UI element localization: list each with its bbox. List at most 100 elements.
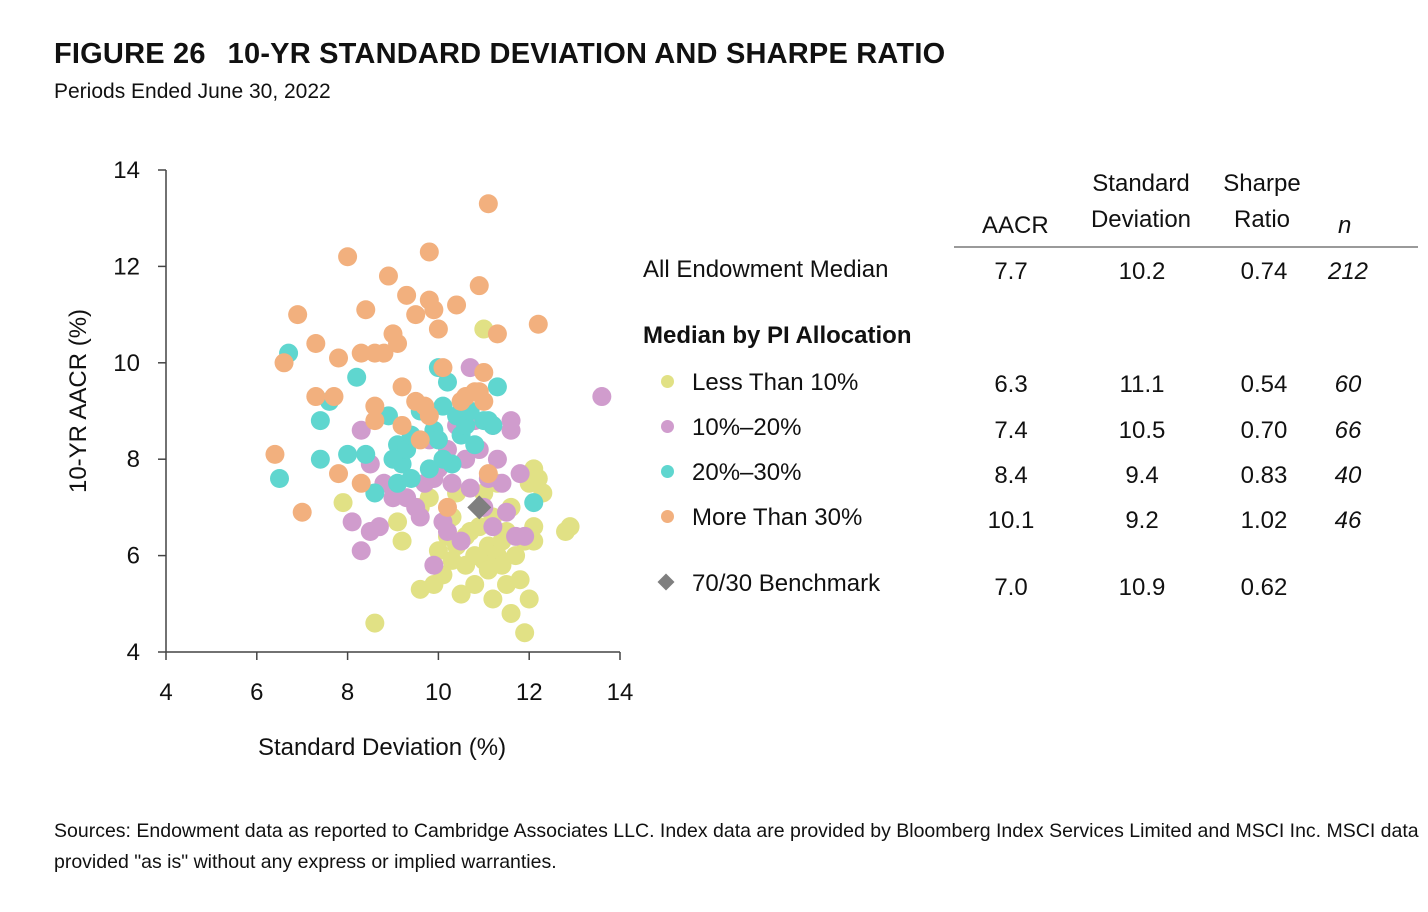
legend-dot-icon bbox=[661, 510, 674, 524]
scatter-point-series-2 bbox=[397, 440, 417, 460]
scatter-point-series-1 bbox=[501, 411, 521, 431]
all-median-std: 10.2 bbox=[1118, 258, 1166, 285]
legend-label: More Than 30% bbox=[692, 504, 863, 531]
row-aacr: 10.1 bbox=[987, 507, 1035, 534]
scatter-point-series-2 bbox=[437, 372, 457, 392]
scatter-point-series-3 bbox=[288, 305, 308, 325]
scatter-point-series-1 bbox=[342, 512, 362, 532]
all-median-n: 212 bbox=[1327, 258, 1369, 285]
x-axis-title: Standard Deviation (%) bbox=[258, 734, 506, 761]
sources-note: Sources: Endowment data as reported to C… bbox=[54, 820, 1419, 873]
scatter-point-series-1 bbox=[383, 488, 403, 508]
benchmark-sharpe: 0.62 bbox=[1240, 574, 1288, 601]
scatter-point-series-1 bbox=[492, 473, 512, 493]
scatter-point-series-3 bbox=[406, 305, 426, 325]
row-std: 9.2 bbox=[1125, 507, 1159, 534]
scatter-point-series-3 bbox=[365, 396, 385, 416]
legend-row-less-than-10: Less Than 10% bbox=[661, 369, 858, 397]
scatter-chart: 4 6 8 10 12 14 4 6 8 10 12 14 Standard Deviation (%)… bbox=[65, 157, 634, 761]
scatter-point-series-0 bbox=[560, 517, 580, 537]
scatter-point-series-3 bbox=[469, 276, 489, 296]
scatter-point-series-0 bbox=[506, 546, 526, 566]
row-n: 40 bbox=[1334, 462, 1362, 489]
x-tick-label: 10 bbox=[425, 679, 452, 706]
legend-label: Less Than 10% bbox=[692, 369, 859, 396]
scatter-point-series-1 bbox=[515, 526, 535, 546]
scatter-point-series-1 bbox=[510, 464, 530, 484]
scatter-point-series-3 bbox=[324, 387, 344, 407]
x-tick-label: 12 bbox=[516, 679, 543, 706]
scatter-point-series-0 bbox=[483, 589, 503, 609]
scatter-point-series-3 bbox=[306, 387, 326, 407]
row-std: 9.4 bbox=[1125, 462, 1159, 489]
y-axis-title: 10-YR AACR (%) bbox=[65, 309, 92, 493]
row-aacr: 6.3 bbox=[994, 371, 1028, 398]
scatter-point-series-3 bbox=[451, 391, 471, 411]
x-tick-label: 14 bbox=[607, 679, 634, 706]
figure-title: FIGURE 26 10-YR STANDARD DEVIATION AND SH… bbox=[54, 38, 945, 71]
scatter-point-series-0 bbox=[510, 570, 530, 590]
scatter-point-series-1 bbox=[592, 387, 612, 407]
scatter-point-series-1 bbox=[442, 473, 462, 493]
legend-dot-icon bbox=[661, 375, 674, 389]
scatter-point-series-0 bbox=[365, 613, 385, 633]
scatter-point-series-3 bbox=[397, 285, 417, 305]
x-tick-label: 4 bbox=[159, 679, 172, 706]
benchmark-diamond-icon bbox=[657, 573, 675, 591]
scatter-point-series-0 bbox=[333, 493, 353, 513]
x-tick-label: 8 bbox=[341, 679, 354, 706]
header-aacr: AACR bbox=[982, 212, 1049, 239]
row-n: 46 bbox=[1334, 507, 1362, 534]
row-sharpe: 0.70 bbox=[1240, 417, 1288, 444]
scatter-point-series-1 bbox=[483, 517, 503, 537]
scatter-point-series-2 bbox=[383, 449, 403, 469]
scatter-point-series-1 bbox=[351, 541, 371, 561]
scatter-point-series-2 bbox=[338, 444, 358, 464]
header-sharpe-1: Sharpe bbox=[1223, 170, 1301, 197]
scatter-point-series-2 bbox=[310, 411, 330, 431]
header-n: n bbox=[1338, 212, 1352, 239]
y-tick-label: 14 bbox=[113, 157, 140, 184]
scatter-point-series-3 bbox=[274, 353, 294, 373]
legend-label: 10%–20% bbox=[692, 414, 802, 441]
scatter-point-series-1 bbox=[451, 531, 471, 551]
row-sharpe: 0.83 bbox=[1240, 462, 1288, 489]
scatter-point-series-3 bbox=[419, 242, 439, 262]
scatter-point-series-3 bbox=[424, 300, 444, 320]
scatter-point-series-3 bbox=[306, 334, 326, 354]
row-aacr: 8.4 bbox=[994, 462, 1028, 489]
scatter-point-series-2 bbox=[428, 430, 448, 450]
benchmark-aacr: 7.0 bbox=[994, 574, 1028, 601]
legend-row-benchmark: 70/30 Benchmark bbox=[657, 570, 880, 598]
scatter-point-series-3 bbox=[528, 314, 548, 334]
scatter-point-series-3 bbox=[410, 430, 430, 450]
y-tick-label: 4 bbox=[127, 639, 140, 666]
header-std-1: Standard bbox=[1092, 170, 1190, 197]
y-tick-label: 8 bbox=[127, 446, 140, 473]
legend-row-10-20: 10%–20% bbox=[661, 414, 801, 442]
scatter-point-series-3 bbox=[292, 502, 312, 522]
scatter-point-series-0 bbox=[451, 584, 471, 604]
scatter-point-series-3 bbox=[474, 362, 494, 382]
header-std-2: Deviation bbox=[1090, 206, 1192, 233]
scatter-point-series-0 bbox=[465, 575, 485, 595]
figure-number: FIGURE 26 bbox=[54, 38, 206, 70]
row-sharpe: 1.02 bbox=[1240, 507, 1288, 534]
scatter-point-series-3 bbox=[392, 415, 412, 435]
scatter-point-series-2 bbox=[433, 396, 453, 416]
scatter-point-series-3 bbox=[478, 194, 498, 214]
all-median-sharpe: 0.74 bbox=[1240, 258, 1288, 285]
scatter-point-series-3 bbox=[329, 348, 349, 368]
scatter-point-series-2 bbox=[465, 435, 485, 455]
scatter-point-series-3 bbox=[487, 324, 507, 344]
scatter-point-series-2 bbox=[365, 483, 385, 503]
scatter-point-series-0 bbox=[428, 541, 448, 561]
row-n: 60 bbox=[1334, 371, 1362, 398]
legend-label: 20%–30% bbox=[692, 459, 802, 486]
scatter-point-series-3 bbox=[437, 497, 457, 517]
y-tick-label: 12 bbox=[113, 253, 140, 280]
y-tick-label: 10 bbox=[113, 350, 140, 377]
scatter-point-series-1 bbox=[369, 517, 389, 537]
scatter-point-series-2 bbox=[483, 415, 503, 435]
scatter-point-series-3 bbox=[378, 266, 398, 286]
